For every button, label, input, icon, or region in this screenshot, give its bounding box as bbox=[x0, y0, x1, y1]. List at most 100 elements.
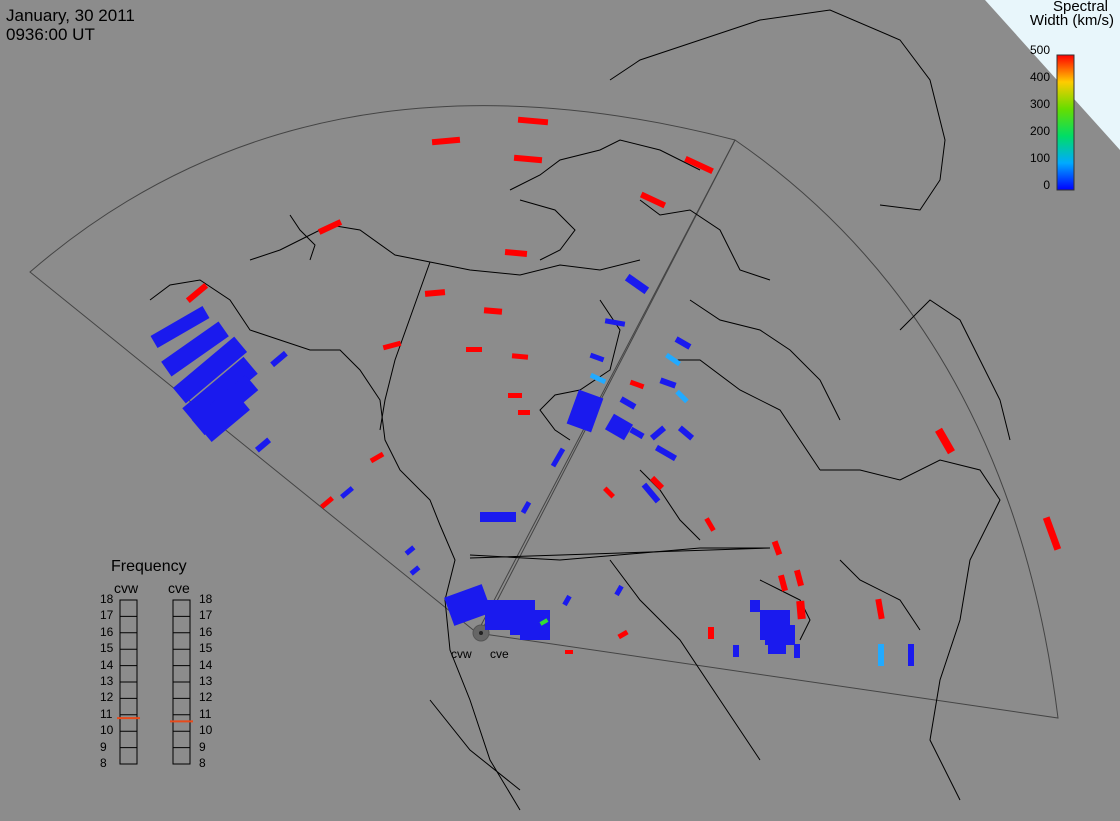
echo-segment bbox=[565, 650, 573, 654]
echo-segment bbox=[382, 340, 402, 351]
echo-segment bbox=[172, 336, 248, 404]
frequency-tick-left: 13 bbox=[100, 674, 114, 688]
radar-label-cvw: cvw bbox=[451, 647, 472, 661]
colorbar-title-line2: Width (km/s) bbox=[1029, 12, 1114, 29]
frequency-tick-left: 17 bbox=[100, 608, 114, 623]
colorbar-tick: 400 bbox=[1029, 70, 1050, 84]
echo-segment bbox=[878, 644, 884, 666]
echo-segment bbox=[185, 282, 209, 304]
echo-segment bbox=[550, 447, 566, 468]
frequency-tick-left: 12 bbox=[100, 690, 114, 705]
frequency-tick-right: 11 bbox=[199, 706, 212, 721]
time-label: 0936:00 UT bbox=[6, 25, 95, 44]
echo-segment bbox=[602, 486, 616, 499]
echo-segment bbox=[684, 155, 714, 175]
frequency-tick-left: 16 bbox=[100, 624, 114, 639]
echo-segment bbox=[369, 451, 385, 464]
echo-segment bbox=[675, 389, 689, 404]
echo-segment bbox=[424, 289, 446, 297]
frequency-tick-right: 12 bbox=[199, 690, 213, 705]
echo-segment bbox=[404, 545, 416, 556]
echo-segment bbox=[771, 540, 783, 556]
echo-segment bbox=[520, 501, 532, 514]
colorbar-tick: 500 bbox=[1029, 43, 1050, 57]
frequency-title: Frequency bbox=[111, 558, 187, 575]
echo-segment bbox=[765, 625, 795, 645]
echo-segment bbox=[161, 321, 229, 377]
us-canada-border bbox=[469, 547, 771, 559]
frequency-tick-right: 8 bbox=[199, 756, 206, 770]
echo-segment bbox=[444, 584, 492, 626]
echo-segment bbox=[604, 318, 626, 327]
echo-segment bbox=[649, 425, 667, 441]
echo-segment bbox=[665, 352, 681, 367]
echo-segment bbox=[1042, 516, 1062, 551]
echo-segment bbox=[511, 353, 529, 360]
colorbar-tick: 0 bbox=[1043, 178, 1050, 192]
echo-segment bbox=[768, 644, 786, 654]
frequency-tick-left: 11 bbox=[100, 706, 113, 721]
echo-segment bbox=[480, 512, 516, 522]
echo-segment bbox=[875, 598, 885, 620]
frequency-tick-left: 10 bbox=[100, 723, 114, 738]
colorbar-tick: 200 bbox=[1029, 124, 1050, 138]
frequency-tick-right: 15 bbox=[199, 641, 213, 656]
echo-segment bbox=[794, 644, 800, 658]
colorbar-title-line1: Spectral bbox=[1052, 0, 1108, 15]
frequency-left-label: cvw bbox=[114, 580, 139, 596]
echo-segment bbox=[708, 627, 714, 639]
echo-segment bbox=[191, 374, 259, 436]
frequency-tick-left: 15 bbox=[100, 641, 114, 656]
beam-line-right bbox=[481, 139, 736, 631]
frequency-tick-right: 14 bbox=[199, 657, 213, 672]
radar-site-center bbox=[479, 631, 483, 635]
echo-segment bbox=[317, 219, 343, 235]
echo-segment bbox=[562, 594, 572, 607]
echo-segment bbox=[641, 482, 661, 504]
frequency-tick-right: 17 bbox=[199, 608, 213, 623]
echo-segment bbox=[794, 569, 804, 587]
echo-segment bbox=[704, 517, 716, 532]
echo-segment bbox=[639, 191, 667, 209]
frequency-tick-right: 16 bbox=[199, 624, 213, 639]
ocean-corner bbox=[985, 0, 1120, 150]
echo-segment bbox=[674, 336, 692, 350]
beam-line-left bbox=[476, 139, 736, 634]
echo-segment bbox=[200, 396, 250, 442]
echo-segment bbox=[254, 437, 272, 453]
frequency-bars bbox=[117, 599, 193, 765]
echo-segment bbox=[409, 565, 421, 576]
radar-label-cve: cve bbox=[490, 647, 509, 661]
echo-segment bbox=[778, 574, 788, 592]
echo-segment bbox=[320, 496, 334, 509]
echo-segment bbox=[589, 372, 607, 385]
echo-segment bbox=[617, 629, 629, 640]
echo-segment bbox=[270, 350, 288, 368]
frequency-tick-left: 8 bbox=[100, 756, 107, 770]
echo-segment bbox=[629, 426, 645, 440]
echo-segment bbox=[589, 352, 605, 363]
echo-segment bbox=[604, 413, 634, 441]
colorbar bbox=[1056, 54, 1075, 191]
echo-segment bbox=[182, 356, 258, 426]
echo-segment bbox=[513, 154, 543, 164]
frequency-tick-right: 18 bbox=[199, 592, 213, 606]
echo-segment bbox=[566, 389, 604, 433]
echo-segment bbox=[750, 600, 760, 612]
echo-segment bbox=[431, 136, 461, 146]
frequency-tick-left: 9 bbox=[100, 739, 107, 754]
coastlines bbox=[149, 9, 1011, 811]
colorbar-tick: 100 bbox=[1029, 151, 1050, 165]
echo-layer bbox=[150, 116, 1062, 666]
echo-segment bbox=[629, 379, 645, 390]
echo-segment bbox=[624, 273, 650, 295]
echo-segment bbox=[677, 425, 695, 441]
frequency-tick-right: 9 bbox=[199, 739, 206, 754]
echo-segment bbox=[508, 393, 522, 398]
echo-segment bbox=[539, 618, 549, 626]
frequency-tick-left: 14 bbox=[100, 657, 114, 672]
frequency-right-label: cve bbox=[168, 580, 190, 596]
echo-segment bbox=[649, 475, 665, 491]
